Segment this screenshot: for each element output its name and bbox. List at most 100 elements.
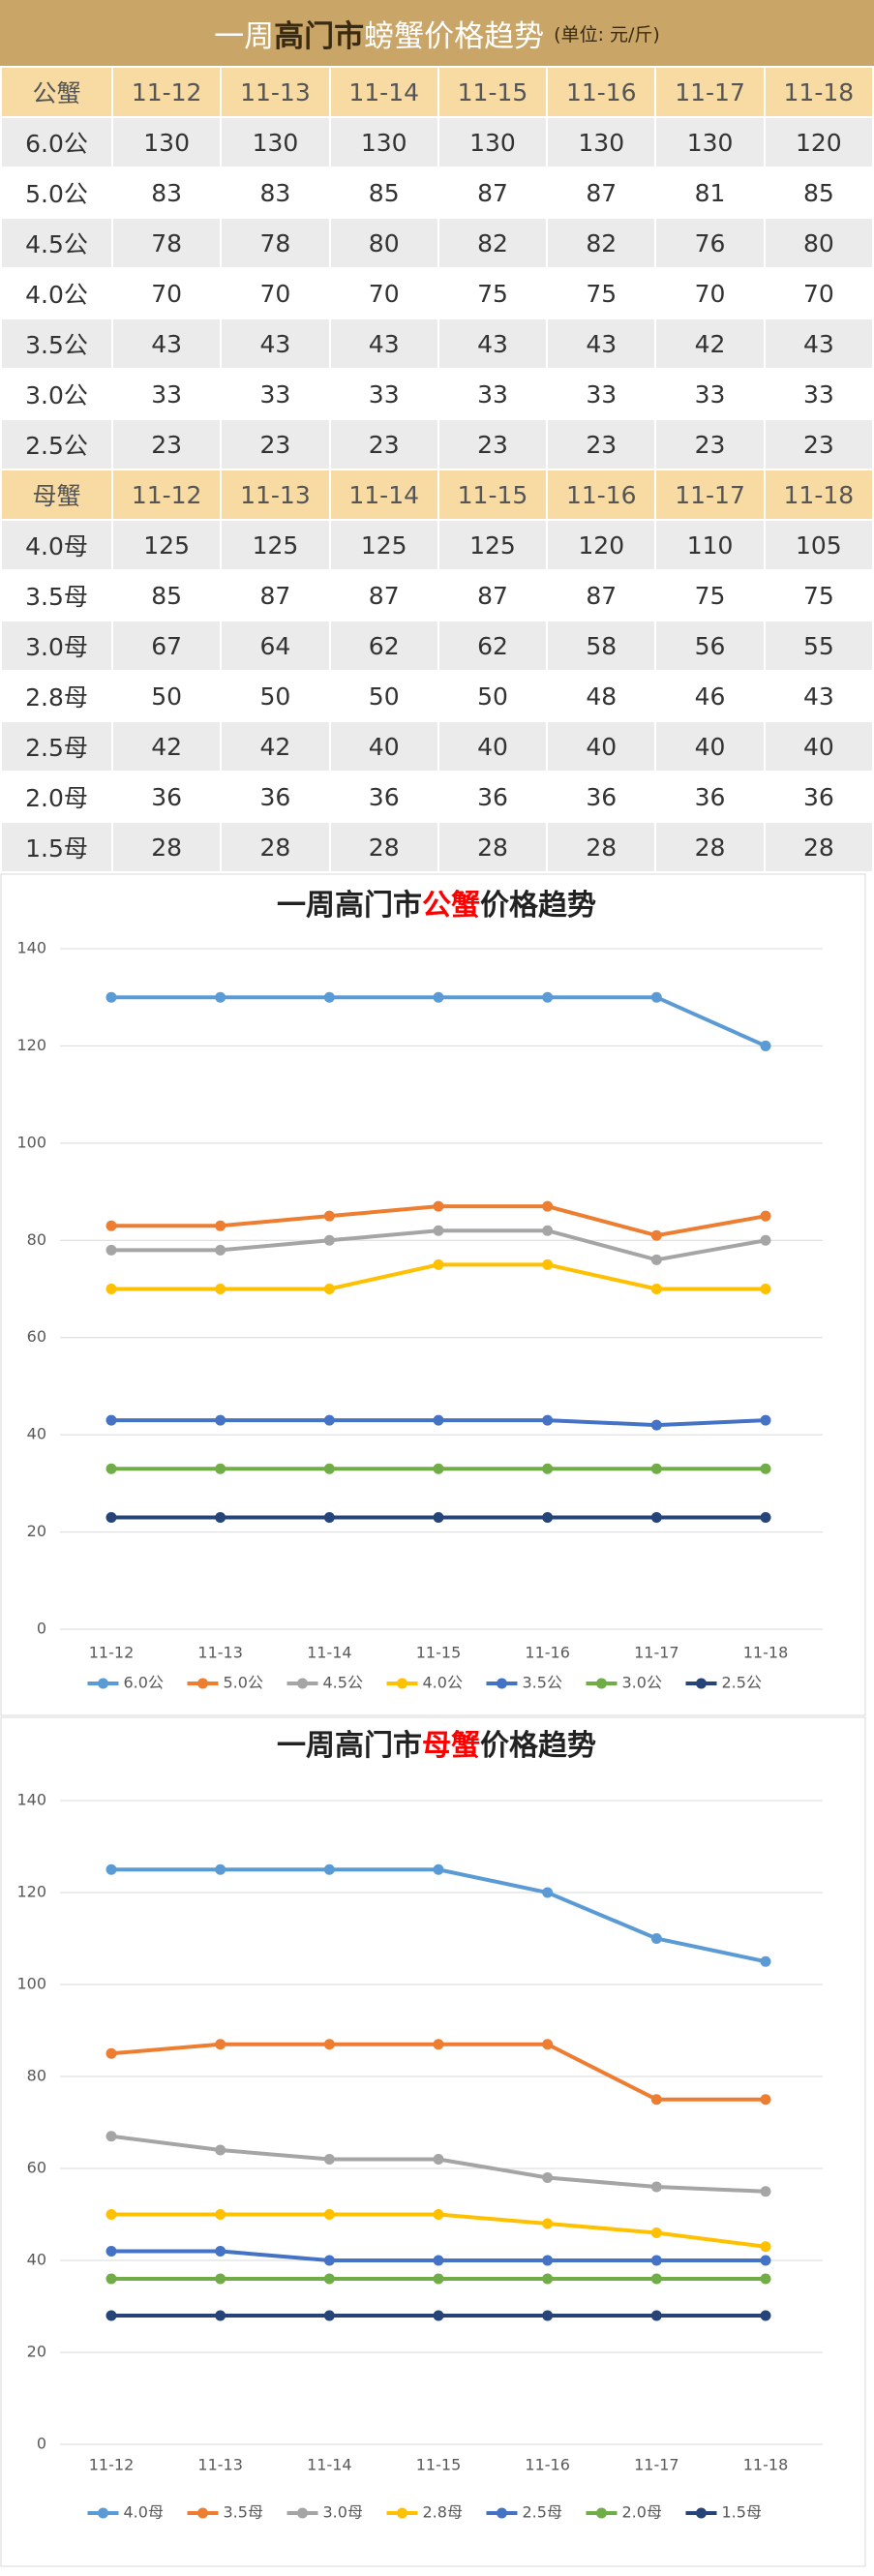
legend-marker (596, 2507, 607, 2519)
value-cell: 50 (437, 670, 549, 722)
data-point (215, 1284, 226, 1294)
value-cell: 125 (328, 519, 439, 571)
header-cell: 11-12 (110, 66, 223, 118)
value-cell: 33 (437, 368, 549, 420)
data-point (760, 2094, 771, 2106)
value-cell: 130 (220, 116, 331, 168)
x-tick-label: 11-15 (416, 2456, 462, 2474)
value-cell: 23 (110, 418, 223, 470)
data-point (542, 1512, 554, 1524)
data-point (542, 2039, 554, 2050)
legend-label: 2.5公 (722, 1674, 762, 1692)
y-tick-label: 60 (27, 1327, 46, 1346)
title-unit: (单位: 元/斤) (554, 23, 660, 45)
x-tick-label: 11-18 (743, 2456, 789, 2474)
y-tick-label: 20 (27, 2343, 46, 2361)
value-cell: 120 (763, 116, 874, 168)
header-cell: 11-14 (328, 66, 439, 118)
value-cell: 33 (763, 368, 874, 420)
value-cell: 130 (328, 116, 439, 168)
table-title: 一周 高门市 螃蟹价格趋势 (单位: 元/斤) (0, 0, 874, 66)
legend-marker (397, 2507, 407, 2519)
value-cell: 67 (110, 620, 223, 672)
chart-border (0, 1716, 866, 2567)
header-cell: 11-18 (763, 66, 874, 118)
data-point (650, 1419, 662, 1431)
x-tick-label: 11-16 (525, 2456, 570, 2474)
value-cell: 130 (437, 116, 549, 168)
row: 3.5母 85 87 87 87 87 75 75 (0, 569, 874, 621)
legend-label: 1.5母 (722, 2503, 762, 2522)
data-point (542, 2172, 554, 2183)
legend-label: 3.0母 (323, 2503, 363, 2522)
line-chart: 一周高门市公蟹价格趋势 0 20 40 60 80 100 120 140 11-12 11-13 1… (0, 873, 866, 1716)
row-label: 3.5母 (0, 569, 113, 621)
value-cell: 33 (328, 368, 439, 420)
y-tick-label: 100 (16, 1975, 46, 1993)
value-cell: 28 (654, 821, 766, 873)
value-cell: 40 (328, 720, 439, 773)
value-cell: 50 (220, 670, 331, 722)
value-cell: 43 (220, 318, 331, 370)
value-cell: 83 (110, 167, 223, 219)
value-cell: 23 (654, 418, 766, 470)
data-point (650, 1933, 662, 1944)
data-point (105, 2131, 117, 2142)
value-cell: 28 (763, 821, 874, 873)
x-tick-label: 11-16 (525, 1644, 570, 1662)
chart-title: 一周高门市母蟹价格趋势 (277, 1729, 596, 1763)
legend-marker (98, 1678, 108, 1689)
value-cell: 28 (546, 821, 657, 873)
row: 2.8母 50 50 50 50 48 46 43 (0, 670, 874, 722)
row: 5.0公 83 83 85 87 87 81 85 (0, 167, 874, 219)
data-point (105, 2047, 117, 2059)
data-point (323, 2273, 335, 2285)
data-point (433, 1864, 444, 1875)
data-point (433, 2154, 444, 2165)
row: 3.0母 67 64 62 62 58 56 55 (0, 620, 874, 672)
legend-label: 2.8母 (423, 2503, 463, 2522)
value-cell: 28 (437, 821, 549, 873)
data-point (323, 1414, 335, 1426)
value-cell: 87 (220, 569, 331, 621)
data-point (542, 991, 554, 1003)
data-point (105, 2273, 117, 2285)
data-point (105, 1463, 117, 1474)
value-cell: 36 (220, 771, 331, 823)
y-tick-label: 60 (27, 2159, 46, 2177)
data-point (542, 1463, 554, 1474)
value-cell: 36 (110, 771, 223, 823)
value-cell: 55 (763, 620, 874, 672)
data-point (433, 2310, 444, 2321)
data-point (760, 1414, 771, 1426)
chart-border (0, 873, 866, 1716)
value-cell: 56 (654, 620, 766, 672)
data-point (105, 1244, 117, 1256)
value-cell: 130 (654, 116, 766, 168)
row: 2.0母 36 36 36 36 36 36 36 (0, 771, 874, 823)
row: 6.0公 130 130 130 130 130 130 120 (0, 116, 874, 168)
title-rest: 螃蟹价格趋势 (364, 18, 545, 54)
data-point (760, 1210, 771, 1222)
x-tick-label: 11-15 (416, 1644, 462, 1662)
data-point (542, 1414, 554, 1426)
value-cell: 43 (328, 318, 439, 370)
value-cell: 28 (328, 821, 439, 873)
x-tick-label: 11-13 (197, 1644, 243, 1662)
x-tick-label: 11-14 (307, 1644, 352, 1662)
header-cell: 11-13 (220, 469, 331, 521)
value-cell: 48 (546, 670, 657, 722)
data-point (215, 1220, 226, 1231)
header-cell: 11-13 (220, 66, 331, 118)
data-point (215, 1244, 226, 1256)
title-part: 价格趋势 (480, 889, 596, 923)
header-cell: 11-12 (110, 469, 223, 521)
data-point (215, 2209, 226, 2220)
row: 4.0母 125 125 125 125 120 110 105 (0, 519, 874, 571)
value-cell: 23 (220, 418, 331, 470)
y-tick-label: 140 (16, 939, 46, 957)
data-point (650, 2094, 662, 2106)
data-point (650, 2181, 662, 2193)
value-cell: 58 (546, 620, 657, 672)
